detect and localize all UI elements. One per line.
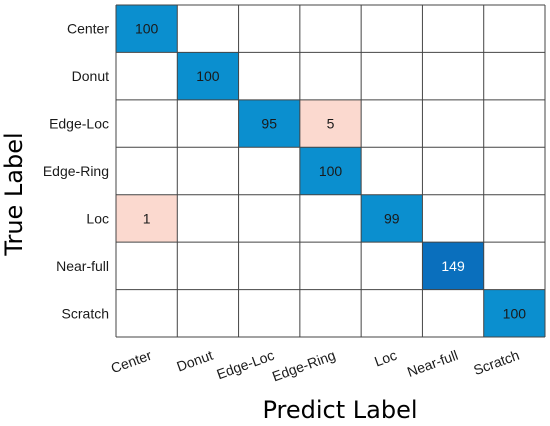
cell-edge-loc-edge-ring [299, 99, 362, 148]
row-label-center: Center [67, 21, 109, 37]
cell-loc-center [116, 194, 178, 243]
column-label-donut: Donut [174, 347, 215, 375]
cell-value-edge-loc-edge-ring: 5 [327, 116, 335, 132]
cell-value-donut-donut: 100 [196, 68, 220, 84]
column-label-edge-ring: Edge-Ring [270, 347, 338, 385]
cells-layer [116, 5, 545, 337]
column-label-loc: Loc [372, 347, 399, 370]
row-label-near-full: Near-full [56, 258, 109, 274]
column-label-center: Center [109, 347, 154, 377]
cell-edge-loc-edge-loc [238, 99, 300, 148]
cell-value-loc-center: 1 [143, 210, 151, 226]
x-axis-title: Predict Label [262, 396, 417, 424]
y-axis-title: True Label [0, 132, 28, 256]
cell-center-center [116, 5, 178, 53]
cell-edge-ring-edge-ring [299, 147, 362, 195]
column-label-near-full: Near-full [405, 347, 460, 380]
row-label-donut: Donut [72, 68, 109, 84]
cell-value-center-center: 100 [135, 21, 159, 37]
cell-value-loc-loc: 99 [384, 210, 400, 226]
cell-scratch-scratch [483, 289, 545, 337]
column-label-scratch: Scratch [471, 347, 521, 378]
grid-layer [115, 4, 546, 338]
row-labels-layer: Center Donut Edge-Loc Edge-Ring Loc Near-full… [43, 21, 109, 322]
row-label-edge-ring: Edge-Ring [43, 163, 109, 179]
cell-value-scratch-scratch: 100 [503, 305, 527, 321]
cell-values-layer: 100 100 95 5 100 1 99 149 100 [135, 21, 526, 322]
cell-value-near-full-near-full: 149 [441, 258, 465, 274]
row-label-edge-loc: Edge-Loc [49, 116, 109, 132]
cell-near-full-near-full [422, 242, 484, 290]
cell-loc-loc [361, 194, 423, 243]
row-label-scratch: Scratch [62, 305, 109, 321]
cell-value-edge-loc-edge-loc: 95 [261, 116, 277, 132]
cell-donut-donut [177, 52, 239, 100]
column-label-edge-loc: Edge-Loc [214, 347, 276, 383]
cell-value-edge-ring-edge-ring: 100 [319, 163, 343, 179]
row-label-loc: Loc [86, 210, 109, 226]
